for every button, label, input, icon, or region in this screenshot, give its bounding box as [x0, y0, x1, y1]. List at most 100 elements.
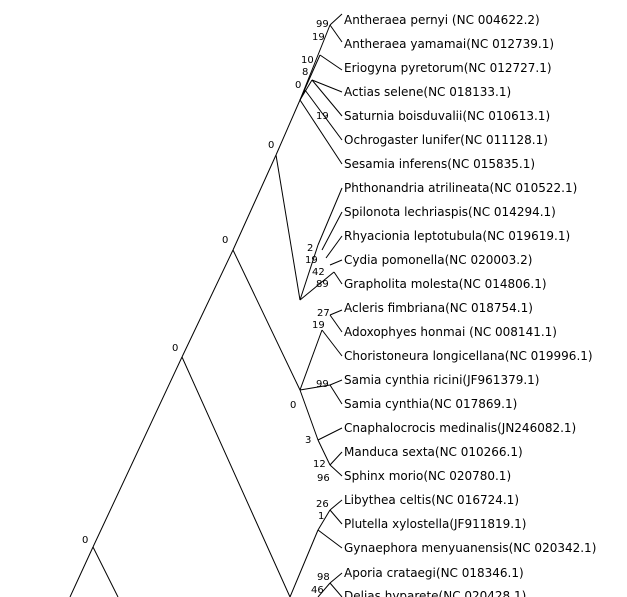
- support-value: 1: [318, 511, 324, 522]
- support-value: 12: [313, 459, 326, 470]
- internal-branch: [317, 582, 331, 597]
- support-value: 89: [316, 279, 329, 290]
- taxon-label: Manduca sexta(NC 010266.1): [344, 445, 523, 459]
- taxon-label: Acleris fimbriana(NC 018754.1): [344, 301, 533, 315]
- taxon-labels: Antheraea pernyi (NC 004622.2) Antheraea …: [344, 13, 596, 597]
- taxon-label: Delias hyparete(NC 020428.1): [344, 589, 526, 597]
- internal-branch: [299, 329, 323, 391]
- internal-branch: [181, 356, 291, 597]
- internal-branch: [275, 154, 301, 301]
- support-value: 99: [316, 379, 329, 390]
- support-value: 0: [268, 140, 274, 151]
- leaf-branch: [329, 24, 343, 43]
- leaf-branch: [329, 13, 343, 26]
- taxon-label: Actias selene(NC 018133.1): [344, 85, 511, 99]
- support-value: 0: [290, 400, 296, 411]
- support-value: 0: [222, 235, 228, 246]
- taxon-label: Adoxophyes honmai (NC 008141.1): [344, 325, 557, 339]
- support-value: 27: [317, 308, 330, 319]
- support-value: 26: [316, 499, 329, 510]
- taxon-label: Sesamia inferens(NC 015835.1): [344, 157, 535, 171]
- taxon-label: Sphinx morio(NC 020780.1): [344, 469, 511, 483]
- taxon-label: Plutella xylostella(JF911819.1): [344, 517, 526, 531]
- taxon-label: Spilonota lechriaspis(NC 014294.1): [344, 205, 556, 219]
- taxon-label: Gynaephora menyuanensis(NC 020342.1): [344, 541, 596, 555]
- internal-branch: [92, 546, 119, 597]
- support-value: 0: [295, 80, 301, 91]
- leaf-branch: [329, 384, 343, 405]
- leaf-branch: [325, 235, 343, 259]
- leaf-branch: [329, 582, 343, 597]
- taxon-label: Antheraea pernyi (NC 004622.2): [344, 13, 540, 27]
- internal-branch: [92, 356, 183, 548]
- internal-branch: [299, 271, 335, 301]
- leaf-branch: [329, 309, 343, 316]
- support-value: 46: [311, 585, 324, 596]
- leaf-branch: [311, 79, 343, 93]
- internal-branch: [317, 439, 331, 466]
- leaf-branch: [329, 379, 343, 386]
- support-value: 3: [305, 435, 311, 446]
- leaf-branch: [329, 464, 343, 477]
- internal-branch: [299, 389, 319, 441]
- leaf-branch: [333, 271, 343, 285]
- leaf-branch: [321, 211, 343, 251]
- leaf-branch: [311, 79, 343, 117]
- leaf-branch: [329, 572, 343, 584]
- support-value: 2: [307, 243, 313, 254]
- support-value: 19: [312, 320, 325, 331]
- leaf-branch: [317, 187, 343, 246]
- taxon-label: Eriogyna pyretorum(NC 012727.1): [344, 61, 552, 75]
- leaf-branch: [304, 89, 343, 141]
- support-value: 0: [172, 343, 178, 354]
- support-value: 99: [316, 19, 329, 30]
- leaf-branch: [329, 314, 343, 333]
- taxon-label: Libythea celtis(NC 016724.1): [344, 493, 519, 507]
- internal-branch: [299, 24, 331, 101]
- internal-branch: [181, 249, 234, 358]
- internal-branch: [299, 244, 319, 301]
- taxon-label: Saturnia boisduvalii(NC 010613.1): [344, 109, 550, 123]
- internal-branch: [232, 154, 277, 251]
- internal-branch: [299, 89, 306, 101]
- support-value: 19: [305, 255, 318, 266]
- leaf-branch: [317, 529, 343, 549]
- support-value: 19: [312, 32, 325, 43]
- tree-branches: [69, 13, 343, 597]
- taxon-label: Antheraea yamamai(NC 012739.1): [344, 37, 554, 51]
- internal-branch: [289, 529, 319, 597]
- leaf-branch: [329, 499, 343, 511]
- internal-branch: [69, 546, 94, 597]
- leaf-branch: [329, 259, 343, 266]
- leaf-branch: [321, 329, 343, 357]
- taxon-label: Ochrogaster lunifer(NC 011128.1): [344, 133, 548, 147]
- taxon-label: Samia cynthia(NC 017869.1): [344, 397, 517, 411]
- internal-branch: [299, 384, 331, 391]
- taxon-label: Cnaphalocrocis medinalis(JN246082.1): [344, 421, 576, 435]
- support-value: 42: [312, 267, 325, 278]
- leaf-branch: [329, 451, 343, 466]
- taxon-label: Phthonandria atrilineata(NC 010522.1): [344, 181, 577, 195]
- leaf-branch: [299, 99, 343, 165]
- leaf-branch: [317, 427, 343, 441]
- leaf-branch: [319, 54, 343, 71]
- taxon-label: Cydia pomonella(NC 020003.2): [344, 253, 532, 267]
- taxon-label: Aporia crataegi(NC 018346.1): [344, 566, 524, 580]
- support-value: 8: [302, 67, 308, 78]
- taxon-label: Choristoneura longicellana(NC 019996.1): [344, 349, 593, 363]
- support-value: 0: [82, 535, 88, 546]
- leaf-branch: [329, 509, 343, 525]
- support-value: 19: [316, 111, 329, 122]
- support-value: 10: [301, 55, 314, 66]
- support-value: 98: [317, 572, 330, 583]
- internal-branch: [275, 99, 301, 156]
- taxon-label: Grapholita molesta(NC 014806.1): [344, 277, 547, 291]
- internal-branch: [232, 249, 301, 391]
- internal-branch: [317, 509, 331, 531]
- taxon-label: Rhyacionia leptotubula(NC 019619.1): [344, 229, 570, 243]
- taxon-label: Samia cynthia ricini(JF961379.1): [344, 373, 539, 387]
- support-value: 96: [317, 473, 330, 484]
